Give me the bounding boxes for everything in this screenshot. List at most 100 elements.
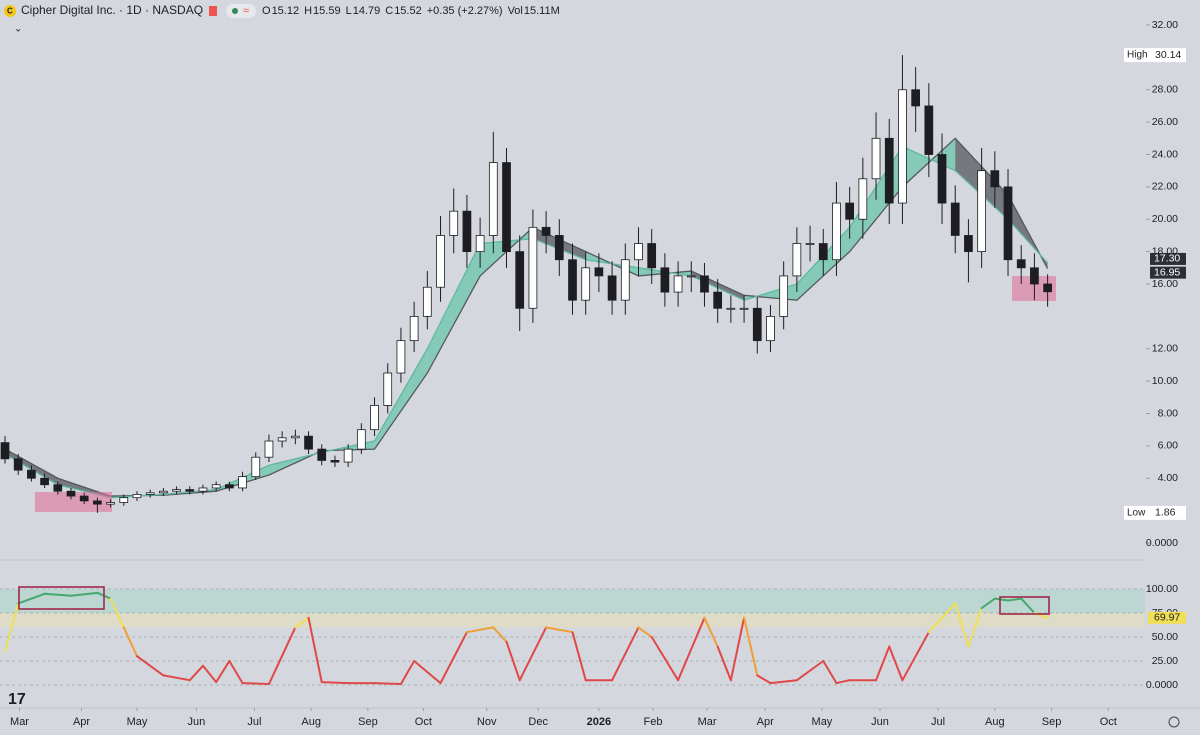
symbol-title[interactable]: Cipher Digital Inc. · 1D · NASDAQ <box>21 3 203 17</box>
oscillator-segment <box>439 631 468 685</box>
x-tick-label: May <box>812 716 833 728</box>
header-value: 14.79 <box>353 5 381 17</box>
y-tick-label: 100.00 <box>1146 583 1178 595</box>
collapse-arrow[interactable]: ⌄ <box>14 24 22 35</box>
y-tick-label: 32.00 <box>1152 19 1178 31</box>
oscillator-segment <box>135 655 165 677</box>
candle-body <box>502 162 511 253</box>
oscillator-segment <box>1007 597 1023 602</box>
candle-body <box>1016 259 1026 269</box>
header-value: 15.52 <box>394 5 422 17</box>
last-value-box <box>1148 611 1186 624</box>
x-tick-label: Nov <box>477 716 497 728</box>
oscillator-segment <box>769 679 798 685</box>
candle-body <box>13 458 23 471</box>
candle-body <box>898 89 907 204</box>
x-tick-label: Oct <box>415 716 432 728</box>
price-flag <box>1124 505 1186 520</box>
flag-icon[interactable] <box>209 6 217 16</box>
price-flag <box>1124 48 1186 63</box>
status-icon: ≈ <box>243 5 249 17</box>
oscillator-segment <box>69 591 99 597</box>
candle-body <box>950 202 960 236</box>
x-tick-label: Sep <box>358 716 378 728</box>
candle-body <box>53 484 63 492</box>
x-tick-label: Feb <box>644 716 663 728</box>
candle-body <box>264 440 274 458</box>
header-value: 15.11M <box>524 5 560 17</box>
candle-body <box>422 286 432 317</box>
x-tick-label: Jun <box>871 716 889 728</box>
header-value: 15.12 <box>272 5 300 17</box>
candle-body <box>449 210 459 236</box>
tv-logo[interactable]: 17 <box>8 691 26 708</box>
candle-body <box>647 243 657 269</box>
header-value: C <box>385 5 393 17</box>
price-flag-value: 30.14 <box>1155 49 1181 61</box>
oscillator-segment <box>954 602 970 648</box>
candle-body <box>396 340 406 374</box>
oscillator-segment <box>650 636 680 682</box>
candle-body <box>383 372 393 406</box>
oscillator-segment <box>201 664 218 684</box>
x-tick-label: Dec <box>528 716 548 728</box>
y-tick-label: 20.00 <box>1152 213 1178 225</box>
candle-body <box>832 202 841 261</box>
oscillator-segment <box>980 597 996 610</box>
price-flag-key: High <box>1127 50 1148 61</box>
header-value: 15.59 <box>313 5 341 17</box>
oscillator-segment <box>901 631 930 682</box>
symbol-logo[interactable] <box>4 5 16 17</box>
price-flag-value: 1.86 <box>1155 507 1176 519</box>
oscillator-segment <box>545 626 574 634</box>
candle-body <box>884 137 894 204</box>
candle-body <box>977 170 986 253</box>
candle-body <box>620 259 630 301</box>
y-tick-label: 28.00 <box>1152 84 1178 96</box>
y-tick-label: 6.00 <box>1158 440 1179 452</box>
oscillator-segment <box>795 660 825 682</box>
last-value-box <box>1150 266 1186 279</box>
candle-body <box>554 235 564 261</box>
oscillator-segment <box>228 660 244 685</box>
oscillator-segment <box>1020 597 1036 614</box>
oscillator-segment <box>518 626 548 682</box>
highlight-box <box>35 492 112 512</box>
oscillator-segment <box>373 682 402 686</box>
candle-body <box>845 202 855 220</box>
oscillator-segment <box>413 660 442 685</box>
x-tick-label: Jun <box>187 716 205 728</box>
oscillator-segment <box>307 616 323 684</box>
price-flag-key: Low <box>1127 508 1146 519</box>
candle-body <box>713 291 723 309</box>
candle-body <box>225 484 234 489</box>
settings-icon[interactable] <box>1168 716 1180 728</box>
candle-body <box>356 429 366 450</box>
band-fill <box>427 243 481 374</box>
header-value: H <box>304 5 312 17</box>
x-tick-label: 2026 <box>587 716 611 728</box>
y-tick-label: 24.00 <box>1152 148 1178 160</box>
candle-body <box>594 267 604 277</box>
oscillator-segment <box>43 592 72 597</box>
candle-body <box>145 492 155 495</box>
x-tick-label: Apr <box>73 716 90 728</box>
status-pill[interactable] <box>226 4 256 18</box>
oscillator-segment <box>611 626 640 682</box>
header-value: L <box>346 5 352 17</box>
candle-body <box>964 235 973 253</box>
y-tick-label: 8.00 <box>1158 407 1179 419</box>
candle-body <box>106 502 115 505</box>
candle-body <box>79 495 89 502</box>
oscillator-segment <box>109 597 125 629</box>
candle-body <box>185 489 195 492</box>
oscillator-segment <box>716 645 732 682</box>
y-tick-label: 0.0000 <box>1146 679 1178 691</box>
oscillator-segment <box>927 602 957 634</box>
candle-body <box>911 89 920 107</box>
x-tick-label: Mar <box>10 716 29 728</box>
y-tick-label: 22.00 <box>1152 181 1178 193</box>
oscillator-segment <box>703 616 719 648</box>
y-tick-label: 25.00 <box>1152 655 1178 667</box>
